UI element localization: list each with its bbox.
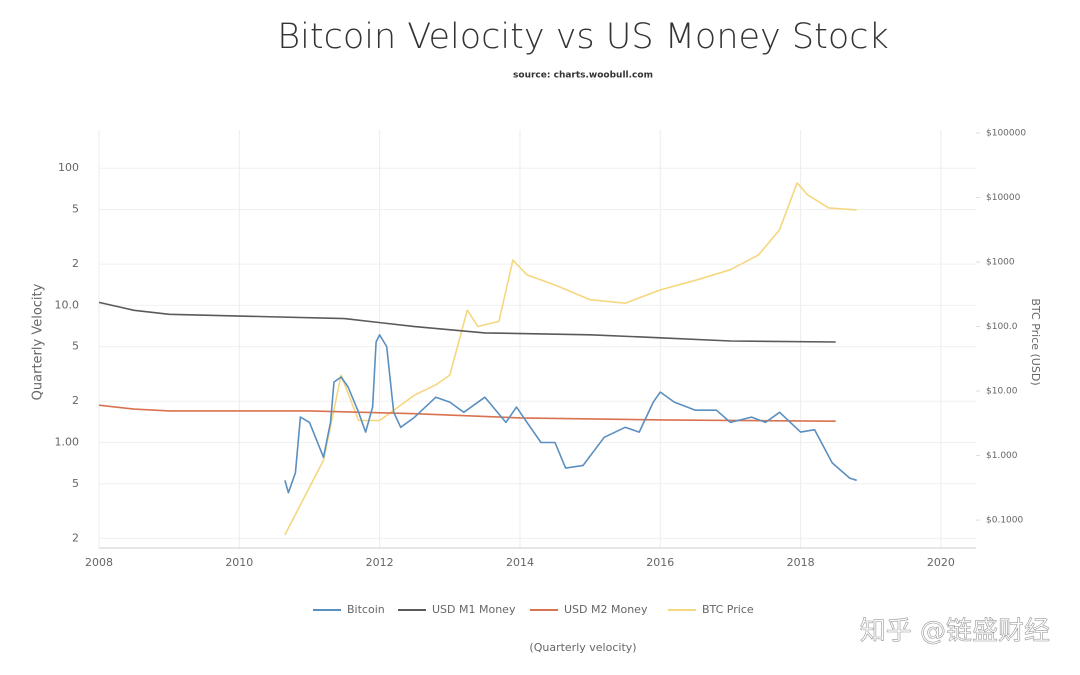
chart-subtitle: source: charts.woobull.com — [513, 71, 653, 81]
x-tick-label: 2014 — [506, 556, 534, 569]
y2-tick-label: $1.000 — [986, 451, 1018, 461]
legend-item: BTC Price — [702, 603, 754, 616]
x-tick-label: 2018 — [787, 556, 815, 569]
y-tick-label: 5 — [72, 477, 79, 490]
y-tick-label: 2 — [72, 394, 79, 407]
y2-tick-label: $100.0 — [986, 322, 1018, 332]
x-tick-label: 2012 — [366, 556, 394, 569]
y-tick-label: 1.00 — [55, 435, 80, 448]
x-axis-label: (Quarterly velocity) — [529, 641, 636, 654]
y2-tick-label: $0.1000 — [986, 516, 1023, 526]
y2-tick-label: $100000 — [986, 128, 1026, 138]
x-tick-label: 2020 — [927, 556, 955, 569]
series-line — [284, 334, 857, 494]
series-line — [284, 182, 857, 536]
legend-item: Bitcoin — [347, 603, 385, 616]
y-tick-label: 5 — [72, 203, 79, 216]
y-tick-label: 5 — [72, 340, 79, 353]
x-tick-label: 2008 — [85, 556, 113, 569]
y-tick-label: 2 — [72, 531, 79, 544]
y2-tick-label: $10000 — [986, 193, 1021, 203]
x-tick-label: 2016 — [646, 556, 674, 569]
legend-item: USD M1 Money — [432, 603, 516, 616]
chart-title: Bitcoin Velocity vs US Money Stock — [277, 17, 889, 57]
y2-tick-label: $10.00 — [986, 387, 1018, 397]
watermark: 知乎 @链盛财经 — [860, 617, 1050, 647]
y-tick-label: 2 — [72, 257, 79, 270]
y-tick-label: 10.0 — [55, 298, 80, 311]
x-tick-label: 2010 — [225, 556, 253, 569]
y2-axis-label: BTC Price (USD) — [1029, 298, 1042, 385]
y-axis-label: Quarterly Velocity — [31, 283, 46, 400]
y2-tick-label: $1000 — [986, 257, 1015, 267]
series-line — [98, 404, 836, 422]
y-tick-label: 100 — [58, 161, 79, 174]
series-line — [98, 301, 836, 343]
legend-item: USD M2 Money — [564, 603, 648, 616]
